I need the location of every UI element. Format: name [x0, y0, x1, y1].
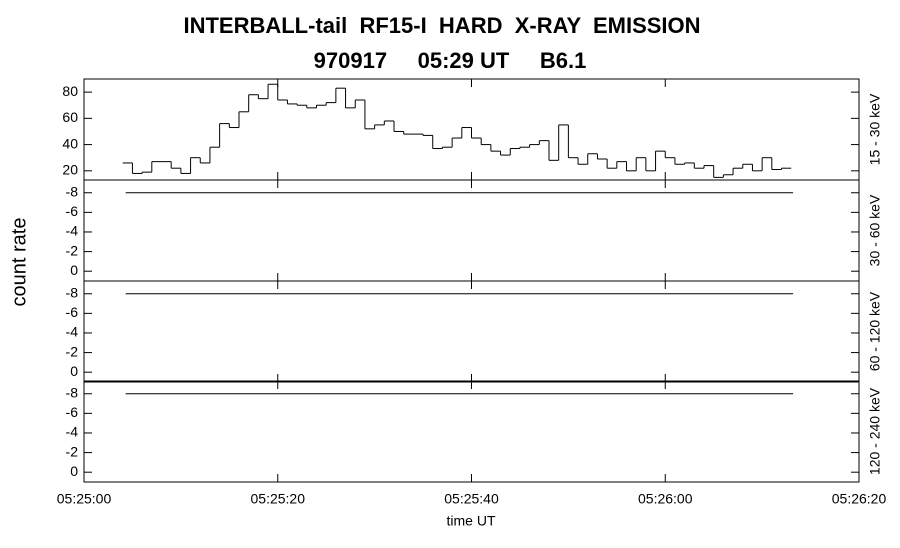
panel-label: 15 - 30 keV: [867, 93, 883, 165]
plot-frame: [83, 179, 860, 282]
x-tick-label: 05:25:40: [444, 491, 499, 507]
y-tick-label: -8: [66, 183, 79, 199]
y-tick-label: 40: [62, 135, 78, 151]
y-axis-label: count rate: [8, 218, 30, 307]
x-tick-label: 05:26:20: [832, 491, 887, 507]
y-tick-label: -8: [66, 384, 79, 400]
y-tick-label: 60: [62, 109, 78, 125]
chart-subtitle: 970917 05:29 UT B6.1: [314, 48, 587, 73]
plot-frame: [83, 280, 860, 383]
y-tick-label: -4: [66, 424, 79, 440]
y-tick-label: 0: [70, 363, 78, 379]
x-tick-label: 05:25:20: [251, 491, 306, 507]
panel-label: 120 - 240 keV: [867, 387, 883, 475]
y-tick-label: 20: [62, 162, 78, 178]
y-tick-label: -6: [66, 304, 79, 320]
x-tick-label: 05:26:00: [638, 491, 693, 507]
y-tick-label: -8: [66, 284, 79, 300]
panel-label: 60 - 120 keV: [867, 291, 883, 371]
y-tick-label: -2: [66, 242, 79, 258]
y-tick-label: 80: [62, 83, 78, 99]
x-tick-label: 05:25:00: [57, 491, 112, 507]
plot-frame: [83, 380, 860, 483]
y-tick-label: -6: [66, 203, 79, 219]
y-tick-label: 0: [70, 463, 78, 479]
panel-label: 30 - 60 keV: [867, 194, 883, 266]
y-tick-label: -2: [66, 343, 79, 359]
y-tick-label: -4: [66, 324, 79, 340]
y-tick-label: -4: [66, 223, 79, 239]
y-tick-label: -2: [66, 443, 79, 459]
y-tick-label: 0: [70, 262, 78, 278]
y-tick-label: -6: [66, 404, 79, 420]
x-axis-label: time UT: [447, 513, 496, 529]
chart-title: INTERBALL-tail RF15-I HARD X-RAY EMISSIO…: [183, 13, 700, 38]
